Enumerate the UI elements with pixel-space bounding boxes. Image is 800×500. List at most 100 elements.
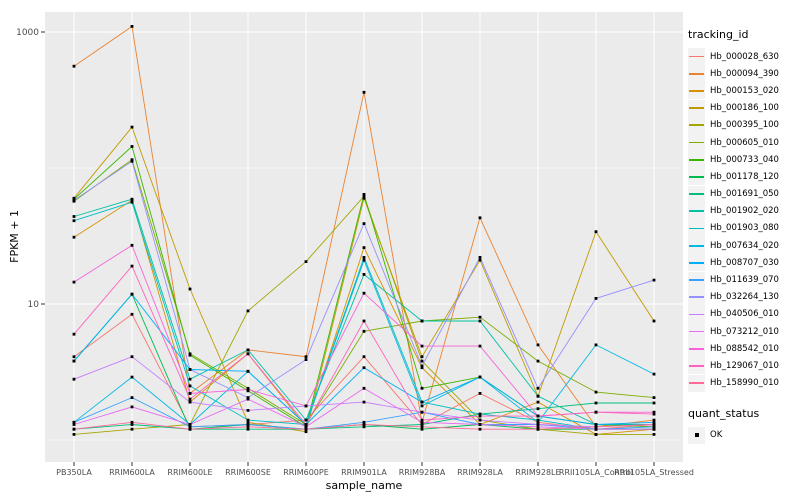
data-point-Hb_000186_100: [478, 258, 482, 262]
data-point-Hb_001902_020: [246, 348, 250, 352]
legend-item-Hb_000395_100: Hb_000395_100: [688, 116, 800, 134]
legend-key-swatch: [688, 99, 705, 117]
data-point-Hb_011639_070: [652, 425, 656, 429]
data-point-Hb_000395_100: [130, 427, 134, 431]
legend-key-swatch: [688, 340, 705, 358]
data-point-Hb_001902_020: [420, 319, 424, 323]
data-point-Hb_001902_020: [536, 394, 540, 398]
legend-key-swatch: [688, 82, 705, 100]
legend-key-swatch: [688, 185, 705, 203]
data-point-Hb_001691_050: [246, 427, 250, 431]
black-square-point-icon: [694, 433, 699, 438]
legend-key-swatch: [688, 65, 705, 83]
data-point-Hb_000186_100: [246, 420, 250, 424]
legend-item-label: Hb_040506_010: [710, 309, 779, 320]
data-point-Hb_040506_010: [420, 410, 424, 414]
legend-key-swatch: [688, 168, 705, 186]
legend-item-label: Hb_158990_010: [710, 378, 779, 389]
data-point-Hb_001903_080: [478, 412, 482, 416]
legend-item-label: Hb_032264_130: [710, 292, 779, 303]
data-point-Hb_129067_010: [304, 423, 308, 426]
data-point-Hb_000395_100: [246, 309, 250, 313]
data-point-Hb_011639_070: [246, 423, 250, 426]
data-point-Hb_011639_070: [130, 396, 134, 399]
data-point-Hb_008707_030: [478, 375, 482, 379]
legend-item-Hb_008707_030: Hb_008707_030: [688, 254, 800, 272]
data-point-Hb_040506_010: [246, 409, 250, 412]
legend-item-label: Hb_000094_390: [710, 68, 779, 79]
data-point-Hb_129067_010: [72, 332, 76, 336]
data-point-Hb_000186_100: [420, 355, 424, 359]
x-axis-title: sample_name: [325, 479, 403, 492]
legend-item-label: Hb_000395_100: [710, 120, 779, 131]
y-axis-title: FPKM + 1: [8, 210, 21, 263]
data-point-Hb_129067_010: [188, 397, 192, 401]
data-point-Hb_158990_010: [130, 420, 134, 424]
data-point-Hb_000733_040: [420, 386, 424, 390]
data-point-Hb_001691_050: [536, 407, 540, 411]
data-point-Hb_032264_130: [72, 198, 76, 202]
data-point-Hb_001903_080: [72, 219, 76, 223]
data-point-Hb_000605_010: [362, 329, 366, 333]
quant-ok-label: OK: [710, 430, 723, 441]
legend-item-Hb_001903_080: Hb_001903_080: [688, 219, 800, 237]
data-point-Hb_040506_010: [188, 400, 192, 404]
legend-item-label: Hb_000153_020: [710, 85, 779, 96]
legend-key-line-icon: [689, 382, 704, 385]
legend-title-quant-status: quant_status: [688, 406, 760, 420]
legend-key-swatch: [688, 357, 705, 375]
data-point-Hb_032264_130: [304, 358, 308, 361]
data-point-Hb_000733_040: [130, 145, 134, 148]
legend-key-line-icon: [689, 210, 704, 213]
legend-item-label: Hb_001902_020: [710, 206, 779, 217]
data-point-Hb_008707_030: [594, 423, 598, 426]
data-point-Hb_158990_010: [478, 427, 482, 431]
data-point-Hb_000153_020: [536, 400, 540, 404]
data-point-Hb_000186_100: [130, 125, 134, 129]
y-tick-label-10: 10: [28, 300, 40, 310]
data-point-Hb_000094_390: [478, 216, 482, 220]
legend-item-Hb_040506_010: Hb_040506_010: [688, 305, 800, 323]
legend-item-Hb_032264_130: Hb_032264_130: [688, 288, 800, 306]
legend-item-Hb_000605_010: Hb_000605_010: [688, 134, 800, 152]
legend-item-label: Hb_088542_010: [710, 343, 779, 354]
data-point-Hb_158990_010: [188, 427, 192, 431]
data-point-Hb_129067_010: [130, 264, 134, 268]
legend-item-label: Hb_008707_030: [710, 257, 779, 268]
data-point-Hb_129067_010: [536, 414, 540, 418]
legend-key-line-icon: [689, 296, 704, 299]
legend-item-Hb_000733_040: Hb_000733_040: [688, 151, 800, 169]
legend-key-line-icon: [689, 158, 704, 161]
data-point-Hb_032264_130: [652, 278, 656, 282]
data-point-Hb_000094_390: [72, 64, 76, 68]
data-point-Hb_001691_050: [130, 423, 134, 426]
legend-item-Hb_000028_630: Hb_000028_630: [688, 48, 800, 66]
legend-item-label: Hb_000733_040: [710, 154, 779, 165]
data-point-Hb_001902_020: [72, 215, 76, 218]
data-point-Hb_032264_130: [594, 297, 598, 300]
data-point-Hb_000186_100: [304, 430, 308, 434]
legend-key-swatch: [688, 271, 705, 289]
data-point-Hb_000186_100: [362, 196, 366, 200]
data-point-Hb_088542_010: [130, 243, 134, 247]
data-point-Hb_001902_020: [130, 197, 134, 201]
data-point-Hb_073212_010: [304, 425, 308, 429]
data-point-Hb_008707_030: [72, 359, 76, 363]
data-point-Hb_158990_010: [594, 425, 598, 429]
data-point-Hb_000094_390: [130, 25, 134, 28]
data-point-Hb_000733_040: [188, 353, 192, 357]
legend-item-Hb_088542_010: Hb_088542_010: [688, 340, 800, 358]
data-point-Hb_073212_010: [188, 423, 192, 426]
legend-key-swatch: [688, 374, 705, 392]
legend-key-line-icon: [689, 72, 704, 75]
legend-key-swatch: [688, 288, 705, 306]
legend-item-label: Hb_000028_630: [710, 51, 779, 62]
data-point-Hb_001902_020: [478, 319, 482, 323]
data-point-Hb_008707_030: [246, 369, 250, 373]
data-point-Hb_129067_010: [420, 418, 424, 422]
data-point-Hb_000028_630: [130, 312, 134, 316]
data-point-Hb_000094_390: [536, 343, 540, 347]
data-point-Hb_008707_030: [362, 366, 366, 370]
legend-item-Hb_001902_020: Hb_001902_020: [688, 202, 800, 220]
data-point-Hb_011639_070: [72, 420, 76, 424]
